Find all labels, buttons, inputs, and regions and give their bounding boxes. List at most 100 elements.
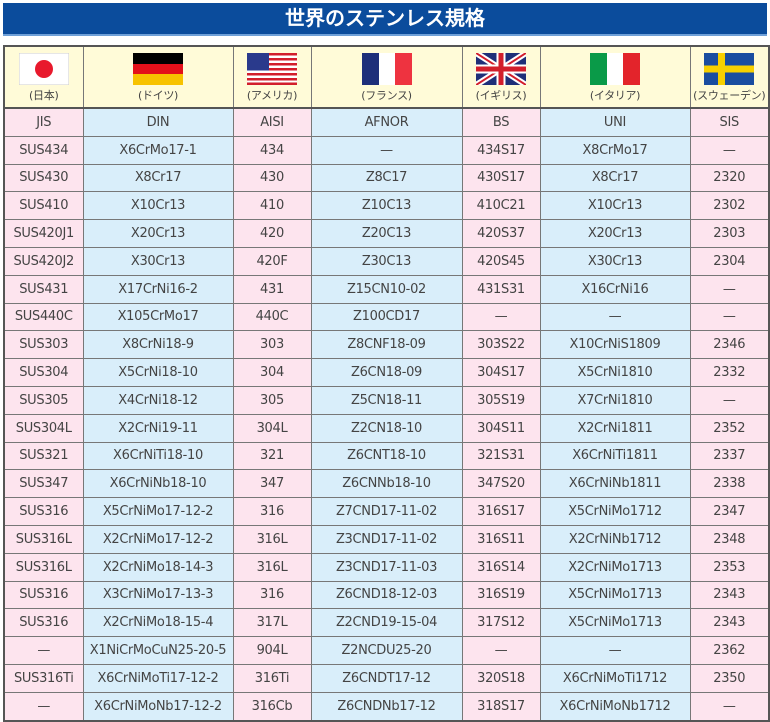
cell-bs: 304S17	[461, 358, 541, 387]
cell-sis: 2337	[689, 441, 770, 471]
cell-jis: —	[3, 691, 84, 722]
cell-aisi: 305	[232, 385, 312, 415]
cell-afnor: Z2CN18-10	[310, 413, 463, 443]
table-row: SUS431 X17CrNi16-2 431 Z15CN10-02 431S31 X16C…	[3, 274, 770, 304]
sweden-flag-icon	[704, 53, 755, 85]
cell-bs: 347S20	[461, 469, 541, 499]
cell-afnor: Z6CNDT17-12	[310, 663, 463, 693]
country-uk: (イギリス)	[461, 45, 541, 109]
cell-uni: —	[539, 636, 691, 665]
cell-afnor: Z8C17	[310, 163, 463, 193]
cell-afnor: Z6CN18-09	[310, 358, 463, 387]
cell-jis: SUS316Ti	[3, 663, 84, 693]
uk-flag-icon	[476, 53, 526, 85]
cell-aisi: 304L	[232, 413, 312, 443]
cell-sis: —	[689, 135, 770, 165]
cell-aisi: 303	[232, 330, 312, 360]
cell-aisi: 904L	[232, 636, 312, 665]
cell-sis: 2320	[689, 163, 770, 193]
cell-din: X17CrNi16-2	[82, 274, 234, 304]
usa-flag-icon	[247, 53, 297, 85]
cell-sis: 2352	[689, 413, 770, 443]
standard-header-din: DIN	[82, 106, 234, 137]
cell-uni: X2CrNiMo1713	[539, 552, 691, 582]
country-usa: (アメリカ)	[232, 45, 312, 109]
cell-aisi: 316L	[232, 552, 312, 582]
cell-aisi: 316Cb	[232, 691, 312, 722]
cell-aisi: 316	[232, 580, 312, 610]
cell-uni: X6CrNiMoNb1712	[539, 691, 691, 722]
flag-row: (日本) (ドイツ) (アメリカ) (フランス) (イギリス) (イタリア)	[3, 45, 770, 109]
cell-bs: 303S22	[461, 330, 541, 360]
country-italy: (イタリア)	[539, 45, 691, 109]
cell-din: X6CrNiTi18-10	[82, 441, 234, 471]
cell-din: X6CrMo17-1	[82, 135, 234, 165]
cell-jis: SUS440C	[3, 302, 84, 332]
country-france: (フランス)	[310, 45, 463, 109]
cell-sis: 2338	[689, 469, 770, 499]
table-row: SUS316 X3CrNiMo17-13-3 316 Z6CND18-12-03 316…	[3, 580, 770, 610]
cell-sis: 2303	[689, 219, 770, 248]
standard-header-uni: UNI	[539, 106, 691, 137]
cell-bs: 431S31	[461, 274, 541, 304]
cell-sis: 2304	[689, 246, 770, 276]
cell-aisi: 316Ti	[232, 663, 312, 693]
table-row: SUS304L X2CrNi19-11 304L Z2CN18-10 304S11 X2C…	[3, 413, 770, 443]
standard-header-sis: SIS	[689, 106, 770, 137]
cell-afnor: Z2CND19-15-04	[310, 608, 463, 638]
table-row: SUS305 X4CrNi18-12 305 Z5CN18-11 305S19 X7CrN…	[3, 385, 770, 415]
country-japan: (日本)	[3, 45, 84, 109]
cell-aisi: 431	[232, 274, 312, 304]
cell-uni: X10CrNiS1809	[539, 330, 691, 360]
cell-jis: SUS347	[3, 469, 84, 499]
cell-jis: SUS420J1	[3, 219, 84, 248]
cell-din: X5CrNi18-10	[82, 358, 234, 387]
cell-jis: SUS410	[3, 191, 84, 221]
cell-uni: X6CrNiNb1811	[539, 469, 691, 499]
cell-jis: —	[3, 636, 84, 665]
cell-afnor: Z6CNT18-10	[310, 441, 463, 471]
cell-din: X1NiCrMoCuN25-20-5	[82, 636, 234, 665]
cell-din: X20Cr13	[82, 219, 234, 248]
cell-aisi: 420F	[232, 246, 312, 276]
table-row: SUS303 X8CrNi18-9 303 Z8CNF18-09 303S22 X10Cr…	[3, 330, 770, 360]
cell-sis: 2343	[689, 608, 770, 638]
cell-din: X8Cr17	[82, 163, 234, 193]
cell-sis: 2348	[689, 524, 770, 554]
cell-afnor: Z30C13	[310, 246, 463, 276]
cell-sis: 2350	[689, 663, 770, 693]
cell-bs: 410C21	[461, 191, 541, 221]
cell-uni: X5CrNiMo1713	[539, 608, 691, 638]
cell-din: X4CrNi18-12	[82, 385, 234, 415]
standard-row: JIS DIN AISI AFNOR BS UNI SIS	[3, 106, 770, 137]
table-row: SUS347 X6CrNiNb18-10 347 Z6CNNb18-10 347S20 X…	[3, 469, 770, 499]
table-row: SUS430 X8Cr17 430 Z8C17 430S17 X8Cr17 2320	[3, 163, 770, 193]
cell-jis: SUS303	[3, 330, 84, 360]
cell-bs: 316S19	[461, 580, 541, 610]
cell-din: X2CrNiMo17-12-2	[82, 524, 234, 554]
cell-jis: SUS316L	[3, 552, 84, 582]
cell-aisi: 304	[232, 358, 312, 387]
cell-afnor: Z6CND18-12-03	[310, 580, 463, 610]
table-row: SUS316L X2CrNiMo17-12-2 316L Z3CND17-11-02 3…	[3, 524, 770, 554]
cell-uni: X6CrNiMoTi1712	[539, 663, 691, 693]
cell-bs: 434S17	[461, 135, 541, 165]
cell-din: X10Cr13	[82, 191, 234, 221]
cell-jis: SUS316	[3, 580, 84, 610]
cell-jis: SUS434	[3, 135, 84, 165]
cell-din: X5CrNiMo17-12-2	[82, 497, 234, 526]
cell-jis: SUS321	[3, 441, 84, 471]
country-name: (フランス)	[361, 89, 412, 102]
table-row: — X1NiCrMoCuN25-20-5 904L Z2NCDU25-20— —2362	[3, 636, 770, 665]
cell-din: X30Cr13	[82, 246, 234, 276]
cell-afnor: Z2NCDU25-20	[310, 636, 463, 665]
cell-din: X6CrNiMoTi17-12-2	[82, 663, 234, 693]
cell-jis: SUS316	[3, 608, 84, 638]
cell-afnor: —	[310, 135, 463, 165]
cell-sis: 2346	[689, 330, 770, 360]
cell-din: X2CrNi19-11	[82, 413, 234, 443]
country-name: (スウェーデン)	[693, 89, 766, 102]
japan-flag-icon	[18, 53, 69, 85]
cell-uni: X2CrNiNb1712	[539, 524, 691, 554]
cell-bs: 420S37	[461, 219, 541, 248]
